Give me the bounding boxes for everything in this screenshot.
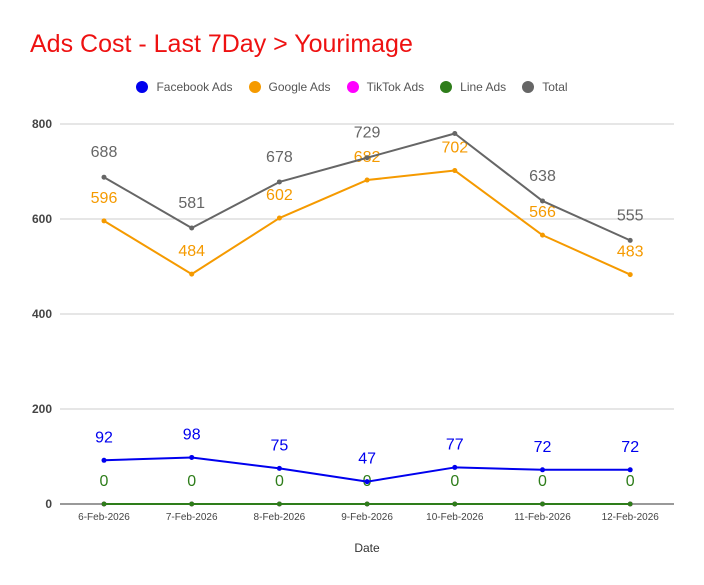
x-tick-label: 7-Feb-2026 xyxy=(166,512,218,523)
x-axis-title: Date xyxy=(354,541,380,555)
legend-item[interactable]: Total xyxy=(522,80,568,94)
data-point xyxy=(627,237,633,243)
legend-swatch xyxy=(346,81,359,93)
x-tick-label: 8-Feb-2026 xyxy=(254,512,306,523)
data-label: 72 xyxy=(621,439,639,456)
data-point xyxy=(627,467,633,473)
x-tick-label: 12-Feb-2026 xyxy=(602,512,660,523)
legend-label: Facebook Ads xyxy=(156,80,233,94)
data-label: 0 xyxy=(187,473,196,490)
data-point xyxy=(189,225,195,231)
chart-title: Ads Cost - Last 7Day > Yourimage xyxy=(30,30,413,58)
data-point xyxy=(452,464,458,470)
data-label: 555 xyxy=(617,207,644,224)
y-tick-label: 600 xyxy=(32,212,52,226)
legend-swatch xyxy=(522,81,535,93)
x-tick-label: 6-Feb-2026 xyxy=(78,512,130,523)
data-point xyxy=(276,215,282,221)
legend-label: Line Ads xyxy=(460,80,507,94)
legend-swatch xyxy=(248,81,261,93)
data-label: 596 xyxy=(91,190,118,207)
legend-item[interactable]: Line Ads xyxy=(440,80,506,94)
data-label: 47 xyxy=(358,451,376,468)
data-point xyxy=(189,271,195,277)
data-label: 688 xyxy=(91,144,118,161)
data-point xyxy=(452,168,458,174)
legend-swatch xyxy=(136,81,149,93)
data-point xyxy=(101,174,107,180)
y-tick-label: 0 xyxy=(45,497,52,511)
y-tick-label: 800 xyxy=(32,117,52,131)
data-label: 98 xyxy=(183,426,201,443)
data-label: 602 xyxy=(266,187,293,204)
legend-label: Google Ads xyxy=(268,80,331,94)
data-label: 581 xyxy=(178,195,205,212)
data-label: 75 xyxy=(271,437,289,454)
data-point xyxy=(452,131,458,136)
data-point xyxy=(540,501,545,507)
data-point xyxy=(276,179,282,185)
data-label: 729 xyxy=(354,125,381,142)
data-label: 0 xyxy=(450,473,459,490)
data-label: 702 xyxy=(441,140,468,157)
data-label: 72 xyxy=(534,439,552,456)
data-label: 678 xyxy=(266,149,293,166)
data-point xyxy=(452,501,458,507)
y-tick-label: 400 xyxy=(32,307,52,321)
data-label: 92 xyxy=(95,429,113,446)
data-point xyxy=(364,155,370,161)
legend-item[interactable]: Facebook Ads xyxy=(136,80,233,94)
x-tick-label: 11-Feb-2026 xyxy=(514,512,571,523)
data-point xyxy=(101,501,107,507)
data-point xyxy=(364,501,370,507)
x-tick-label: 9-Feb-2026 xyxy=(341,512,393,523)
data-point xyxy=(276,501,282,507)
data-point xyxy=(364,479,370,485)
data-label: 566 xyxy=(529,204,556,221)
data-point xyxy=(189,454,195,460)
data-point xyxy=(540,198,545,204)
legend-item[interactable]: TikTok Ads xyxy=(346,80,425,94)
y-tick-label: 200 xyxy=(32,402,52,416)
chart-legend: Facebook Ads Google Ads TikTok Ads Line Ads… xyxy=(0,80,704,94)
data-label: 0 xyxy=(275,473,284,490)
legend-item[interactable]: Google Ads xyxy=(248,80,331,94)
data-label: 0 xyxy=(538,473,547,490)
legend-label: Total xyxy=(542,80,568,94)
data-point xyxy=(276,465,282,471)
data-point xyxy=(540,467,545,473)
data-point xyxy=(627,272,633,278)
data-point xyxy=(101,457,107,463)
data-point xyxy=(627,501,633,507)
legend-label: TikTok Ads xyxy=(366,80,425,94)
x-tick-label: 10-Feb-2026 xyxy=(426,512,484,523)
data-label: 77 xyxy=(446,436,464,453)
data-point xyxy=(101,218,107,224)
data-label: 484 xyxy=(178,243,205,260)
data-point xyxy=(364,177,370,183)
data-label: 638 xyxy=(529,168,556,185)
data-point xyxy=(189,501,195,507)
data-point xyxy=(540,232,545,238)
legend-swatch xyxy=(440,81,453,93)
data-label: 0 xyxy=(626,473,635,490)
data-label: 0 xyxy=(100,473,109,490)
data-label: 483 xyxy=(617,244,644,261)
